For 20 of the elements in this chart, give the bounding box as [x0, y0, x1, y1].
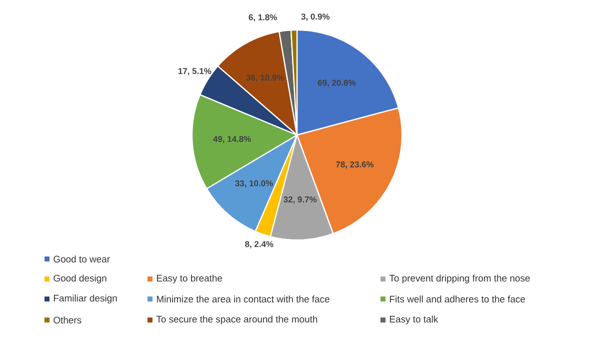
legend-label: Easy to breathe: [156, 274, 222, 284]
data-label: 3, 0.9%: [301, 14, 330, 21]
legend-label: Others: [54, 316, 82, 324]
legend-label: To secure the space around the mouth: [156, 316, 318, 324]
legend-label: Good to wear: [54, 256, 110, 262]
data-label: 36, 10.9%: [246, 74, 284, 82]
data-label: 49, 14.8%: [213, 136, 251, 144]
data-label: 69, 20.8%: [318, 80, 356, 87]
data-label: 78, 23.6%: [336, 161, 374, 169]
data-label: 6, 1.8%: [248, 14, 277, 22]
data-label: 8, 2.4%: [245, 241, 274, 248]
legend-label: Easy to talk: [390, 316, 438, 324]
data-label: 17, 5.1%: [178, 68, 212, 76]
legend-label: Good design: [54, 274, 106, 284]
legend-label: To prevent dripping from the nose: [389, 274, 530, 284]
legend-label: Familiar design: [54, 294, 117, 304]
data-label: 33, 10.0%: [235, 180, 273, 188]
legend-label: Minimize the area in contact with the face: [156, 296, 330, 302]
data-label: 32, 9.7%: [284, 196, 317, 204]
legend-label: Fits well and adheres to the face: [390, 296, 526, 302]
